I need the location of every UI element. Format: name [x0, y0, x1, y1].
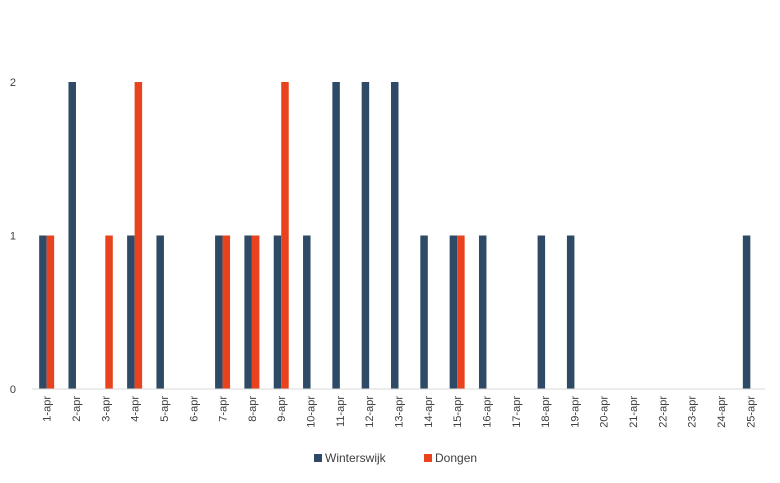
legend-label-winterswijk: Winterswijk	[325, 451, 387, 465]
x-axis-ticks: 1-apr 2-apr 3-apr 4-apr 5-apr 6-apr 7-apr 8-apr…	[42, 396, 758, 428]
bar-dongen-9-apr	[281, 82, 289, 389]
bar-winterswijk-7-apr	[215, 235, 223, 389]
bar-dongen-3-apr	[105, 235, 113, 389]
legend: Winterswijk Dongen	[314, 451, 477, 465]
bar-winterswijk-13-apr	[391, 82, 399, 389]
x-tick-label: 7-apr	[218, 396, 230, 422]
x-tick-label: 22-apr	[657, 396, 669, 428]
x-tick-label: 1-apr	[42, 396, 54, 422]
bar-winterswijk-16-apr	[478, 235, 487, 389]
bar-winterswijk-19-apr	[566, 235, 575, 389]
y-axis-ticks: 0 1 2	[10, 77, 16, 396]
x-tick-label: 16-apr	[481, 396, 493, 428]
x-tick-label: 24-apr	[716, 396, 728, 428]
legend-swatch-dongen	[424, 454, 432, 462]
bar-winterswijk-25-apr	[742, 235, 751, 389]
x-tick-label: 6-apr	[188, 396, 200, 422]
legend-swatch-winterswijk	[314, 454, 322, 462]
x-tick-label: 17-apr	[511, 396, 523, 428]
x-tick-label: 12-apr	[364, 396, 376, 428]
bar-winterswijk-9-apr	[273, 235, 282, 389]
bar-dongen-7-apr	[222, 235, 231, 389]
bar-winterswijk-11-apr	[332, 82, 340, 389]
bar-winterswijk-12-apr	[361, 82, 370, 389]
bar-dongen-4-apr	[134, 82, 143, 389]
x-tick-label: 8-apr	[247, 396, 259, 422]
x-tick-label: 15-apr	[452, 396, 464, 428]
bar-winterswijk-1-apr	[39, 235, 47, 389]
x-tick-label: 3-apr	[100, 396, 112, 422]
x-tick-label: 19-apr	[569, 396, 581, 428]
bar-dongen-1-apr	[46, 235, 55, 389]
x-tick-label: 25-apr	[745, 396, 757, 428]
bars	[39, 82, 751, 389]
y-tick-label: 0	[10, 384, 16, 396]
bar-winterswijk-8-apr	[244, 235, 252, 389]
x-tick-label: 5-apr	[159, 396, 171, 422]
x-tick-label: 23-apr	[687, 396, 699, 428]
bar-winterswijk-2-apr	[68, 82, 76, 389]
bar-winterswijk-5-apr	[156, 235, 164, 389]
y-tick-label: 2	[10, 77, 16, 89]
x-tick-label: 14-apr	[423, 396, 435, 428]
x-tick-label: 20-apr	[599, 396, 611, 428]
x-tick-label: 2-apr	[71, 396, 83, 422]
legend-label-dongen: Dongen	[435, 451, 477, 465]
x-tick-label: 18-apr	[540, 396, 552, 428]
y-tick-label: 1	[10, 231, 16, 243]
bar-winterswijk-4-apr	[127, 235, 135, 389]
x-tick-label: 21-apr	[628, 396, 640, 428]
x-tick-label: 4-apr	[130, 396, 142, 422]
x-tick-label: 13-apr	[394, 396, 406, 428]
bar-winterswijk-10-apr	[303, 235, 311, 389]
bar-dongen-15-apr	[457, 235, 465, 389]
x-tick-label: 9-apr	[276, 396, 288, 422]
bar-winterswijk-14-apr	[420, 235, 428, 389]
x-tick-label: 10-apr	[306, 396, 318, 428]
x-tick-label: 11-apr	[335, 396, 347, 427]
bar-dongen-8-apr	[251, 235, 260, 389]
bar-winterswijk-15-apr	[449, 235, 458, 389]
bar-winterswijk-18-apr	[537, 235, 546, 389]
